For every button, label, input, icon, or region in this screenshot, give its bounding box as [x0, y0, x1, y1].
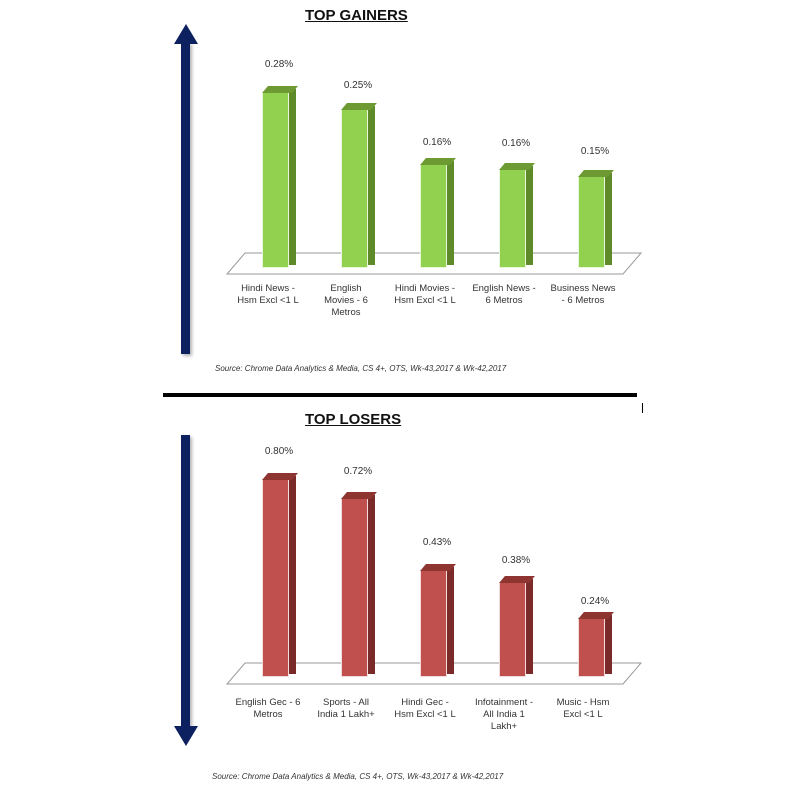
gainer-bar-2 [341, 103, 377, 268]
loser-category-3: Hindi Gec - Hsm Excl <1 L [394, 697, 456, 720]
loser-bar-1 [262, 473, 298, 677]
losers-title: TOP LOSERS [305, 411, 402, 428]
loser-value-4: 0.38% [501, 555, 531, 566]
gainer-value-1: 0.28% [264, 59, 294, 70]
loser-category-5: Music - Hsm Excl <1 L [556, 697, 610, 720]
divider-tick [642, 403, 643, 413]
gainer-value-4: 0.16% [501, 138, 531, 149]
gainer-category-4: English News -6 Metros [472, 283, 536, 306]
loser-value-2: 0.72% [343, 466, 373, 477]
loser-bar-3 [420, 564, 456, 677]
loser-bar-5 [578, 612, 614, 677]
gainer-bar-1 [262, 86, 298, 268]
gainer-category-3: Hindi Movies - Hsm Excl <1 L [394, 283, 456, 306]
loser-category-1: English Gec - 6 Metros [235, 697, 301, 720]
gainer-value-3: 0.16% [422, 137, 452, 148]
gainers-title: TOP GAINERS [305, 7, 408, 24]
gainers-source: Source: Chrome Data Analytics & Media, C… [215, 364, 507, 373]
gainer-category-5: Business News - 6 Metros [550, 283, 616, 306]
gainer-bar-5 [578, 170, 614, 268]
loser-category-4: Infotainment - All India 1 Lakh+ [474, 697, 534, 732]
gainer-value-2: 0.25% [343, 80, 373, 91]
loser-category-2: Sports - All India 1 Lakh+ [317, 697, 375, 720]
gainer-bar-3 [420, 158, 456, 268]
loser-value-1: 0.80% [264, 446, 294, 457]
loser-bar-2 [341, 492, 377, 677]
gainer-bar-4 [499, 163, 535, 268]
loser-value-5: 0.24% [580, 596, 610, 607]
loser-bar-4 [499, 576, 535, 677]
gainer-value-5: 0.15% [580, 146, 610, 157]
losers-source: Source: Chrome Data Analytics & Media, C… [212, 772, 504, 781]
gainer-category-1: Hindi News - Hsm Excl <1 L [237, 283, 299, 306]
gainer-category-2: English Movies - 6 Metros [324, 283, 368, 318]
loser-value-3: 0.43% [422, 537, 452, 548]
section-divider [163, 393, 637, 397]
